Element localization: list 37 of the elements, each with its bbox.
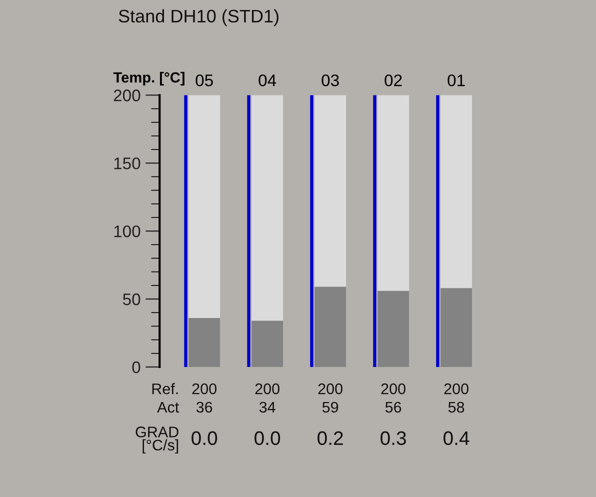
y-tick-label: 50 (122, 293, 140, 306)
text: 0.3 (380, 431, 406, 446)
text: 0.0 (192, 431, 218, 446)
series-label: Ref. (152, 383, 178, 394)
data-label: 200 (444, 383, 468, 394)
x-tick-label: 02 (384, 74, 402, 86)
bar (247, 95, 250, 367)
text: 0.0 (254, 431, 280, 446)
bar (184, 95, 188, 367)
bar (436, 95, 440, 367)
data-label: 59 (322, 402, 338, 413)
data-label: 56 (385, 402, 402, 413)
bar (373, 95, 376, 367)
text: GRAD [°C/s] (136, 426, 178, 454)
text: Act (157, 402, 180, 413)
y-tick-label: 100 (114, 225, 140, 238)
data-label: 200 (381, 383, 406, 394)
data-label: 200 (255, 383, 280, 394)
x-tick-label: 01 (448, 74, 465, 86)
x-tick-label: 03 (322, 74, 339, 86)
y-tick-label: 200 (114, 90, 140, 102)
y-tick-label: 0 (132, 361, 140, 374)
x-tick-label: 05 (196, 74, 213, 86)
text: 0.4 (444, 431, 470, 446)
data-label: 200 (318, 383, 342, 394)
bar (252, 320, 284, 367)
chart-title: Stand DH10 (STD1) (118, 9, 278, 26)
y-axis-title: Temp. [°C] (113, 72, 184, 86)
y-tick-label: 150 (114, 157, 140, 170)
data-label: 36 (196, 402, 212, 413)
text: 0.2 (318, 431, 343, 446)
bar (310, 95, 314, 367)
x-tick-label: 04 (258, 74, 276, 86)
data-label: 58 (448, 402, 464, 413)
data-label: 200 (192, 383, 216, 394)
data-label: 34 (259, 402, 276, 413)
bar (188, 318, 220, 367)
